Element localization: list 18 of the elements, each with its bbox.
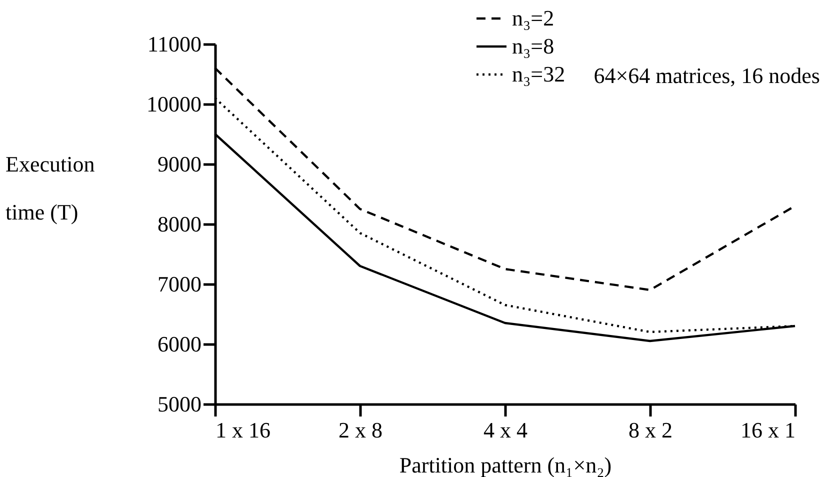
y-axis-title: Execution time (T)	[6, 152, 95, 224]
x-tick-label: 1 x 16	[216, 418, 270, 442]
annotation: 64×64 matrices, 16 nodes	[594, 63, 820, 88]
legend-label: n₃=8	[512, 34, 554, 58]
legend-label: n₃=32	[512, 62, 566, 86]
y-tick-label: 10000	[146, 92, 202, 116]
y-tick-label: 8000	[158, 212, 202, 236]
y-tick-label: 5000	[158, 392, 202, 416]
y-tick-label: 11000	[147, 32, 202, 56]
x-tick-label: 2 x 8	[338, 418, 382, 442]
x-tick-label: 4 x 4	[484, 418, 528, 442]
x-tick-label: 8 x 2	[628, 418, 672, 442]
y-tick-label: 6000	[158, 332, 202, 356]
y-tick-label: 9000	[158, 152, 202, 176]
y-tick-label: 7000	[158, 272, 202, 296]
x-tick-label: 16 x 1	[740, 418, 796, 442]
x-axis-title: Partition pattern (n₁×n₂)	[399, 452, 612, 477]
legend-label: n₃=2	[512, 6, 554, 30]
